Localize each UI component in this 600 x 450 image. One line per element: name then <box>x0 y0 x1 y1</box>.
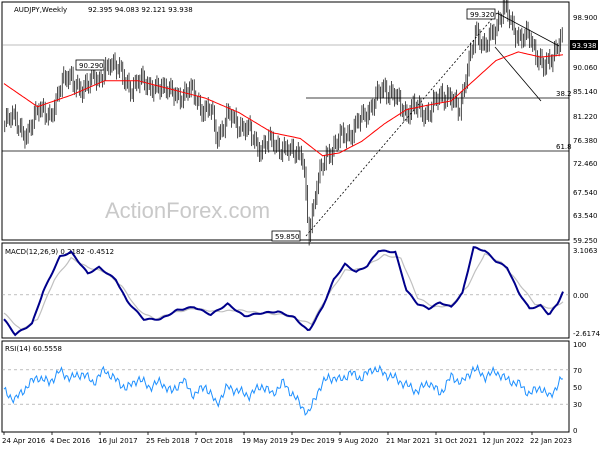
candles <box>4 0 563 246</box>
moving-average-line <box>3 51 564 157</box>
macd-axis: 3.1063 0.00 -2.6174 <box>2 247 600 338</box>
price-tick-label: 85.140 <box>573 88 598 96</box>
macd-tick-label: -2.6174 <box>573 330 600 338</box>
price-annotation-label: 59.850 <box>275 233 300 241</box>
x-axis: 24 Apr 2016 4 Dec 2016 16 Jul 2017 25 Feb 2… <box>2 432 572 445</box>
x-tick-label: 29 Dec 2019 <box>290 437 335 445</box>
macd-line <box>3 246 564 337</box>
trendlines <box>305 12 560 237</box>
fib-level-label: 61.8 <box>556 143 572 151</box>
rsi-tick-label: 30 <box>573 401 582 409</box>
rsi-line <box>3 363 564 416</box>
rsi-panel-frame <box>1 340 570 433</box>
current-price-label: 93.938 <box>572 42 597 50</box>
x-tick-label: 25 Feb 2018 <box>146 437 190 445</box>
macd-signal-line <box>3 253 564 331</box>
price-annotation-box <box>75 59 105 71</box>
channel-lower-line <box>494 46 542 102</box>
price-annotations: 90.290 59.850 99.320 93.938 <box>75 8 598 242</box>
watermark: ActionForex.com <box>105 198 270 223</box>
current-price-tag <box>570 40 598 50</box>
price-tick-label: 81.220 <box>573 113 598 121</box>
price-annotation-box <box>271 230 301 242</box>
price-annotation-label: 99.320 <box>470 11 495 19</box>
chart-header-ohlc: 92.395 94.083 92.121 93.938 <box>88 6 193 14</box>
x-tick-label: 4 Dec 2016 <box>50 437 91 445</box>
price-panel-frame <box>1 1 570 241</box>
rsi-axis: 100 70 50 30 0 <box>2 341 586 435</box>
price-tick-label: 90.060 <box>573 64 598 72</box>
price-tick-label: 98.900 <box>573 14 598 22</box>
price-annotation-label: 90.290 <box>79 62 104 70</box>
price-tick-label: 72.460 <box>573 160 598 168</box>
x-tick-label: 16 Jul 2017 <box>98 437 138 445</box>
rsi-header: RSI(14) 60.5558 <box>5 345 62 353</box>
x-tick-label: 7 Oct 2018 <box>194 437 233 445</box>
rsi-tick-label: 70 <box>573 367 582 375</box>
price-annotation-box <box>466 8 496 20</box>
macd-tick-label: 0.00 <box>573 292 589 300</box>
x-tick-label: 21 Mar 2021 <box>386 437 430 445</box>
price-tick-label: 67.540 <box>573 189 598 197</box>
macd-header: MACD(12,26,9) 0.2182 -0.4512 <box>5 248 114 256</box>
rising-trendline <box>305 12 498 237</box>
rsi-tick-label: 50 <box>573 384 582 392</box>
price-tick-label: 63.540 <box>573 212 598 220</box>
fib-level-label: 38.2 <box>556 90 572 98</box>
rsi-tick-label: 0 <box>573 427 577 435</box>
x-tick-label: 22 Jan 2023 <box>530 437 572 445</box>
price-tick-label: 76.380 <box>573 137 598 145</box>
x-tick-label: 31 Oct 2021 <box>434 437 477 445</box>
x-tick-label: 19 May 2019 <box>242 437 288 445</box>
x-tick-label: 9 Aug 2020 <box>338 437 378 445</box>
price-tick-label: 59.250 <box>573 237 598 245</box>
macd-tick-label: 3.1063 <box>573 247 598 255</box>
chart-header-symbol: AUDJPY,Weekly <box>14 6 67 14</box>
x-tick-label: 12 Jun 2022 <box>482 437 524 445</box>
macd-panel-frame <box>1 242 570 339</box>
rsi-tick-label: 100 <box>573 341 586 349</box>
x-tick-label: 24 Apr 2016 <box>2 437 46 445</box>
